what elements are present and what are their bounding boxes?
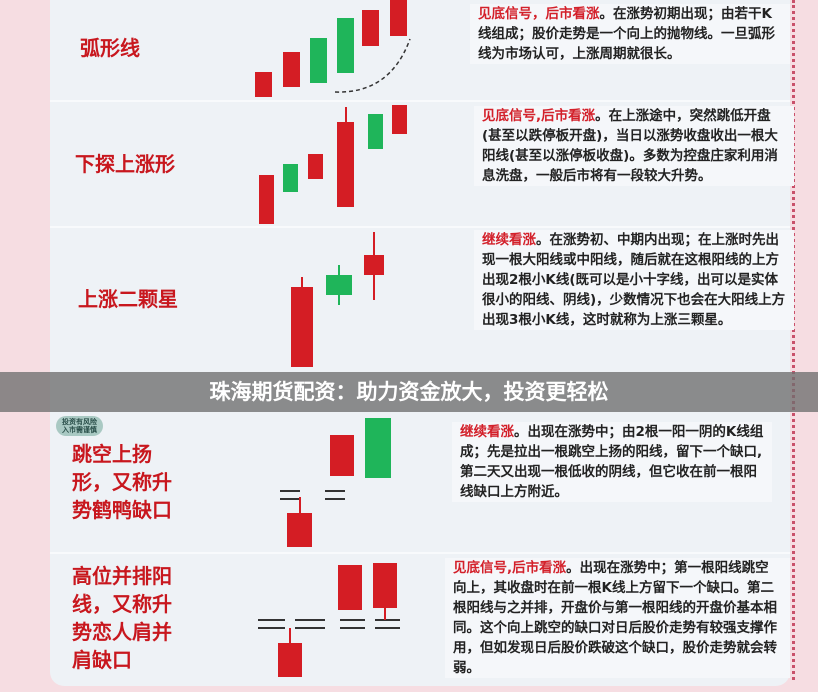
candle [368,114,383,149]
signal-label: 见底信号，后市看涨 [478,6,600,22]
candle [373,563,397,608]
pattern-description: 继续看涨。出现在涨势中；由2根一阳一阴的K线组成；先是拉出一根跳空上扬的阳线，留… [452,422,772,502]
description-text: 。出现在涨势中；由2根一阳一阴的K线组成；先是拉出一根跳空上扬的阳线，留下一个缺… [460,424,764,500]
description-text: 。在涨势初、中期内出现；在上涨时先出现一根大阳线或中阳线，随后就在这根阳线的上方… [482,232,786,328]
candle [259,175,274,224]
pattern-title: 上涨二颗星 [78,287,178,311]
candle [337,18,354,73]
gap-line [295,627,325,629]
candle [364,255,384,275]
candle [287,513,312,547]
gap-line [340,627,365,629]
candle [278,643,302,677]
gap-line [325,490,345,492]
pattern-title: 跳空上扬形，又称升势鹤鸭缺口 [72,442,172,522]
candle [326,275,352,295]
gap-line [295,619,325,621]
candle [390,0,407,36]
candle [330,435,354,476]
gap-line [325,498,345,500]
pattern-title: 高位并排阳线，又称升势恋人肩并肩缺口 [72,564,172,672]
arc-curve [334,38,411,93]
divider [50,226,790,228]
signal-label: 见底信号,后市看涨 [453,560,567,576]
divider [50,552,790,554]
gap-line [375,627,400,629]
signal-label: 继续看涨 [482,232,536,248]
candle [392,105,407,134]
pattern-title: 弧形线 [80,36,140,60]
pattern-description: 继续看涨。在涨势初、中期内出现；在上涨时先出现一根大阳线或中阳线，随后就在这根阳… [474,230,794,330]
candle [365,418,391,478]
pattern-description: 见底信号,后市看涨。在上涨途中，突然跳低开盘(甚至以跌停板开盘)，当日以涨势收盘… [474,106,794,186]
gap-line [340,619,365,621]
candle [362,10,379,46]
pattern-title: 下探上涨形 [75,152,175,176]
gap-line [280,498,300,500]
candle [255,72,272,97]
description-text: 。在上涨途中，突然跳低开盘(甚至以跌停板开盘)，当日以涨势收盘收出一根大阳线(甚… [482,108,778,184]
candle [337,122,354,207]
dotted-border [792,0,795,680]
signal-label: 见底信号,后市看涨 [482,108,596,124]
description-text: 。在涨势初期出现；由若干K线组成；股价走势是一个向上的抛物线。一旦弧形线为市场认… [478,6,775,62]
gap-line [258,619,285,621]
candle [283,164,298,192]
article-title-banner: 珠海期货配资：助力资金放大，投资更轻松 [0,372,818,412]
gap-line [258,627,285,629]
divider [50,100,790,102]
candle [283,52,300,87]
candle [338,565,362,610]
gap-line [280,490,300,492]
risk-warning-badge: 投资有风险 入市需谨慎 [56,416,103,436]
pattern-description: 见底信号，后市看涨。在涨势初期出现；由若干K线组成；股价走势是一个向上的抛物线。… [470,4,790,64]
candle [310,38,327,83]
candle [308,154,323,179]
candle [291,287,313,367]
description-text: 。出现在涨势中；第一根阳线跳空向上，其收盘时在前一根K线上方留下一个缺口。第二根… [453,560,777,676]
pattern-description: 见底信号,后市看涨。出现在涨势中；第一根阳线跳空向上，其收盘时在前一根K线上方留… [445,558,790,678]
signal-label: 继续看涨 [460,424,514,440]
gap-line [375,619,400,621]
